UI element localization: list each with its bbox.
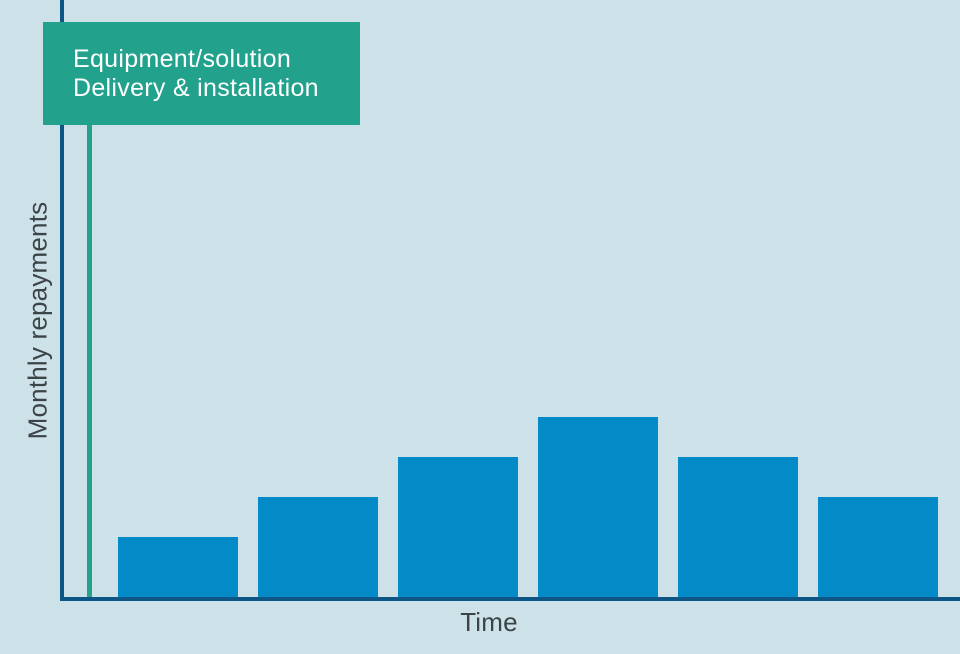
bar-2	[258, 497, 378, 597]
annotation-line-1: Equipment/solution	[73, 45, 292, 73]
y-axis-label: Monthly repayments	[22, 201, 53, 440]
annotation-callout-box: Equipment/solution Delivery & installati…	[43, 22, 360, 125]
bar-3	[398, 457, 518, 597]
x-axis-line	[60, 597, 960, 601]
annotation-line-2: Delivery & installation	[73, 74, 319, 102]
y-axis-line	[60, 0, 64, 601]
bar-6	[818, 497, 938, 597]
bar-5	[678, 457, 798, 597]
annotation-connector-line	[87, 125, 92, 597]
bar-1	[118, 537, 238, 597]
x-axis-label: Time	[460, 607, 518, 637]
bar-4	[538, 417, 658, 597]
